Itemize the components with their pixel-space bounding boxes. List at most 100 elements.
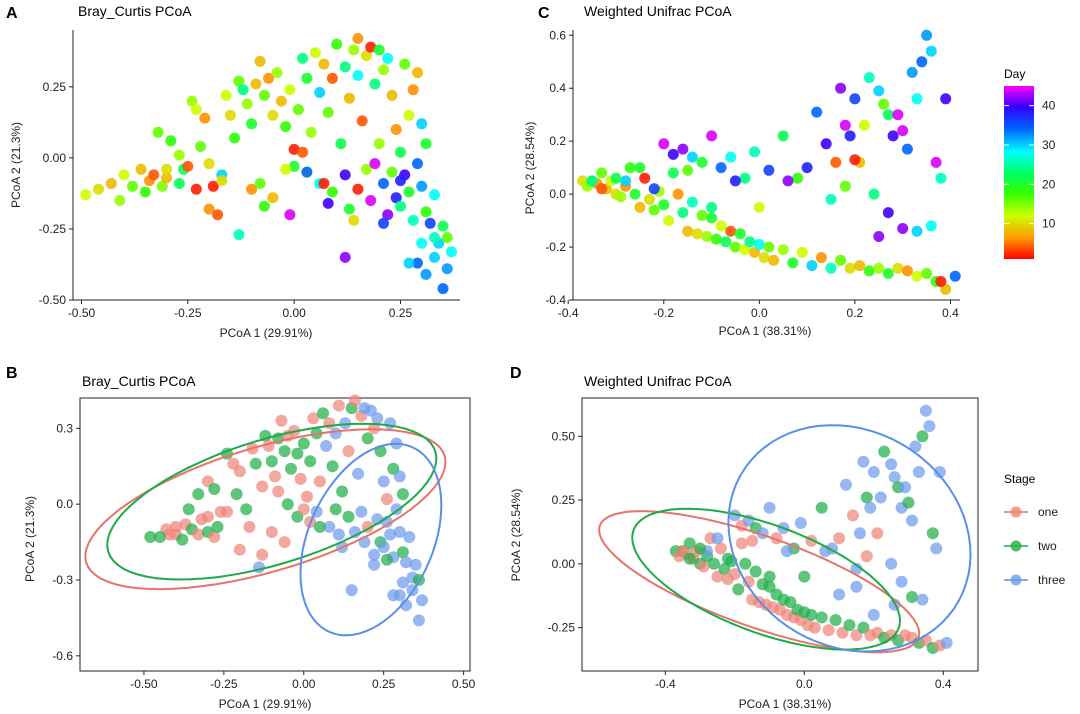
panel-a-point	[161, 163, 173, 175]
panel-b-point	[387, 589, 400, 602]
panel-c-point	[873, 85, 885, 97]
panel-b-x-tick-label: 0.50	[452, 677, 476, 691]
panel-d-point	[919, 404, 932, 417]
panel-a-x-axis-title: PCoA 1 (29.91%)	[220, 326, 313, 340]
panel-a-point	[258, 200, 270, 212]
panel-d-point	[711, 532, 724, 545]
panel-b-point	[313, 520, 326, 533]
panel-b-point	[208, 483, 221, 495]
panel-b-y-tick-label: 0.0	[56, 497, 73, 511]
panel-a-y-axis-title: PCoA 2 (21.3%)	[9, 122, 23, 208]
panel-b-point	[380, 493, 393, 506]
panel-c-point	[710, 233, 722, 245]
panel-d-point	[850, 580, 863, 593]
panel-a-point	[267, 109, 279, 121]
panel-d-weighted-unifrac-stage-plot: -0.4 0.0 0.4 -0.25 0.00 0.25 0.50	[548, 397, 979, 691]
panel-d-point	[728, 568, 741, 580]
panel-d-points	[669, 404, 953, 654]
panel-c-point	[835, 82, 847, 94]
panel-d-point	[836, 626, 849, 639]
panel-d-x-axis-title: PCoA 1 (38.31%)	[739, 697, 832, 711]
panel-a-point	[297, 52, 309, 64]
panel-b-ellipse-two	[106, 422, 438, 581]
panel-d-point	[683, 552, 696, 565]
panel-c-point	[643, 193, 655, 205]
panel-c-point	[863, 265, 875, 277]
panel-c-point	[921, 268, 933, 279]
panel-a-point	[437, 220, 449, 232]
panel-a-point	[275, 95, 287, 107]
panel-c-point	[768, 254, 780, 266]
panel-a-point	[348, 44, 360, 56]
panel-d-point	[860, 550, 873, 563]
legend-label-one: one	[1038, 505, 1058, 519]
panel-a-point	[416, 118, 428, 130]
panel-c-point	[763, 164, 775, 176]
panel-d-x-tick-label: 0.4	[935, 677, 952, 691]
panel-c-point	[701, 231, 713, 242]
panel-c-point	[586, 175, 598, 187]
panel-d-point	[794, 517, 807, 529]
panel-c-y-tick-label: 0.6	[549, 28, 566, 42]
panel-b-point	[332, 399, 345, 412]
panel-a-point	[254, 178, 266, 189]
panel-d-x-tick-label: 0.0	[796, 677, 813, 691]
panel-b-point	[201, 510, 214, 523]
legend-key-three-dot	[1010, 574, 1022, 586]
panel-c-point	[892, 109, 904, 121]
panel-c-point	[648, 183, 660, 195]
panel-b-y-tick-label: 0.3	[56, 421, 73, 435]
panel-a-point	[395, 146, 406, 158]
panel-a-point	[297, 146, 309, 158]
panel-b-point	[368, 422, 381, 435]
panel-d-point	[697, 560, 710, 573]
day-colorbar-legend: Day 10 20 30 40	[1004, 67, 1056, 259]
panel-c-point	[720, 236, 732, 248]
panel-b-point	[233, 543, 246, 556]
panel-c-point	[921, 29, 933, 41]
panel-b-y-axis-title: PCoA 2 (21.3%)	[23, 496, 37, 582]
panel-b-x-axis-title: PCoA 1 (29.91%)	[219, 697, 312, 711]
legend-key-one-dot	[1010, 506, 1022, 518]
panel-c-point	[753, 201, 765, 213]
panel-a-point	[301, 72, 313, 84]
panel-c-point	[897, 223, 909, 234]
panel-a-point	[331, 38, 343, 50]
panel-b-point	[384, 528, 397, 541]
panel-c-point	[744, 236, 756, 248]
panel-c-letter: C	[538, 5, 550, 22]
panel-d-point	[906, 591, 918, 603]
panel-b-point	[368, 558, 381, 571]
panel-d-y-tick-label: 0.00	[552, 557, 576, 571]
panel-d-point	[833, 532, 846, 545]
panel-d-point	[885, 458, 898, 471]
panel-a-point	[288, 160, 300, 172]
panel-d-point	[749, 565, 762, 578]
panel-b-point	[332, 528, 345, 541]
panel-a-x-tick-label: 0.00	[282, 306, 306, 320]
panel-c-point	[878, 98, 890, 110]
panel-b-point	[265, 526, 278, 538]
panel-d-point	[763, 570, 776, 583]
panel-a-y-tick-label: 0.25	[43, 80, 67, 94]
panel-c-point	[911, 270, 923, 282]
panel-b-point	[396, 546, 409, 559]
panel-c-point	[792, 172, 804, 184]
panel-d-plot-frame	[581, 397, 979, 672]
panel-a-point	[165, 135, 177, 147]
panel-a-point	[407, 84, 419, 96]
panel-a-point	[395, 175, 406, 187]
panel-a-point	[237, 84, 249, 96]
panel-a-point	[395, 200, 406, 212]
panel-d-point	[895, 575, 908, 588]
panel-b-point	[256, 548, 269, 561]
panel-d-point	[923, 420, 936, 433]
panel-d-point	[867, 608, 880, 621]
panel-d-point	[746, 534, 759, 547]
panel-c-points	[577, 29, 961, 295]
panel-d-point	[742, 575, 755, 588]
panel-c-point	[734, 228, 746, 240]
panel-d-point	[815, 501, 828, 514]
panel-a-point	[288, 143, 300, 155]
panel-a-point	[322, 197, 334, 209]
